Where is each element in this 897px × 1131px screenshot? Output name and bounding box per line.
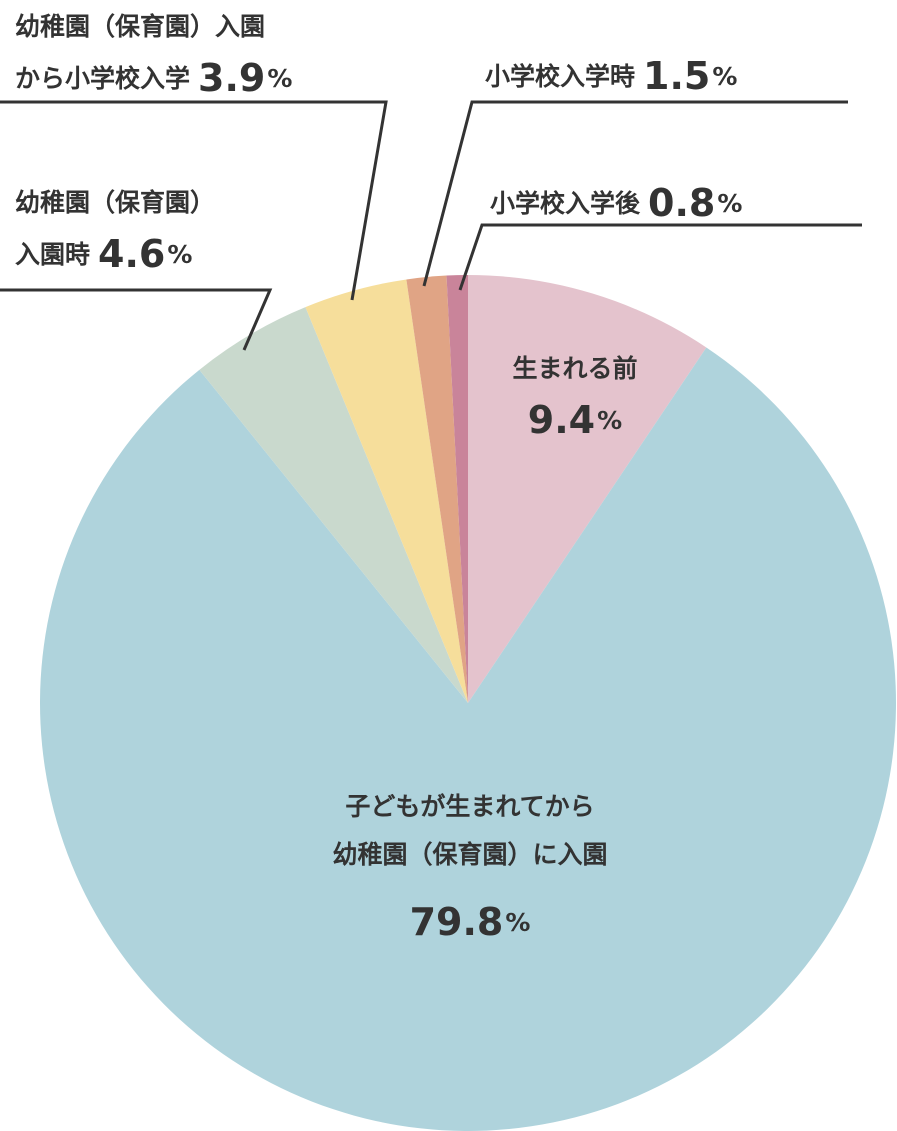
slice-label-5: 小学校入学後 0.8%: [490, 181, 742, 225]
slice-label-4: 小学校入学時 1.5%: [485, 54, 737, 98]
pie-slice-2: [199, 307, 468, 703]
slice-unit: %: [717, 189, 742, 218]
slice-label-line: 小学校入学後: [490, 189, 641, 218]
pie-slices: [40, 275, 897, 1131]
leader-line-5: [458, 223, 862, 291]
pie-slice-4: [406, 275, 468, 703]
slice-label-text: 小学校入学後 0.8%: [490, 181, 742, 225]
slice-label-line: 幼稚園（保育園）: [15, 188, 215, 217]
slice-label-0: 生まれる前 9.4%: [512, 354, 637, 442]
pie-slice-3: [305, 279, 468, 703]
slice-label-line: 入園時: [15, 240, 90, 269]
slice-unit: %: [505, 908, 530, 937]
slice-label-text: 幼稚園（保育園）入園: [15, 12, 265, 41]
leader-lines: [0, 100, 862, 351]
slice-value-label: 9.4%: [528, 398, 622, 442]
slice-value: 79.8: [410, 900, 504, 944]
slice-label-2: 幼稚園（保育園） 入園時 4.6%: [15, 188, 215, 276]
slice-label-text: から小学校入学 3.9%: [15, 56, 292, 100]
slice-unit: %: [712, 62, 737, 91]
slice-unit: %: [167, 240, 192, 269]
slice-label-text: 幼稚園（保育園）: [15, 188, 215, 217]
slice-value: 0.8: [648, 181, 715, 225]
pie-slice-0: [468, 275, 707, 703]
slice-labels: 生まれる前9.4%子どもが生まれてから幼稚園（保育園）に入園79.8%幼稚園（保…: [15, 12, 742, 944]
slice-label-text: 生まれる前: [512, 354, 637, 383]
slice-label-text: 幼稚園（保育園）に入園: [332, 840, 607, 869]
pie-slice-5: [446, 275, 468, 703]
slice-value: 1.5: [643, 54, 710, 98]
slice-label-text: 子どもが生まれてから: [345, 792, 594, 821]
slice-value: 4.6: [98, 232, 165, 276]
slice-label-line: から小学校入学: [15, 64, 190, 93]
slice-unit: %: [597, 406, 622, 435]
slice-label-line: 小学校入学時: [485, 62, 635, 91]
leader-line-3: [0, 100, 388, 301]
leader-line-4: [422, 100, 848, 287]
slice-label-line: 生まれる前: [512, 354, 637, 383]
slice-value: 3.9: [198, 56, 265, 100]
slice-label-line: 幼稚園（保育園）に入園: [332, 840, 607, 869]
slice-label-line: 子どもが生まれてから: [345, 792, 594, 821]
slice-label-line: 幼稚園（保育園）入園: [15, 12, 265, 41]
pie-slice-1: [40, 347, 897, 1131]
slice-label-text: 入園時 4.6%: [15, 232, 192, 276]
slice-label-text: 小学校入学時 1.5%: [485, 54, 737, 98]
leader-line-2: [0, 288, 273, 351]
slice-value: 9.4: [528, 398, 595, 442]
slice-value-label: 79.8%: [410, 900, 531, 944]
slice-unit: %: [267, 64, 292, 93]
